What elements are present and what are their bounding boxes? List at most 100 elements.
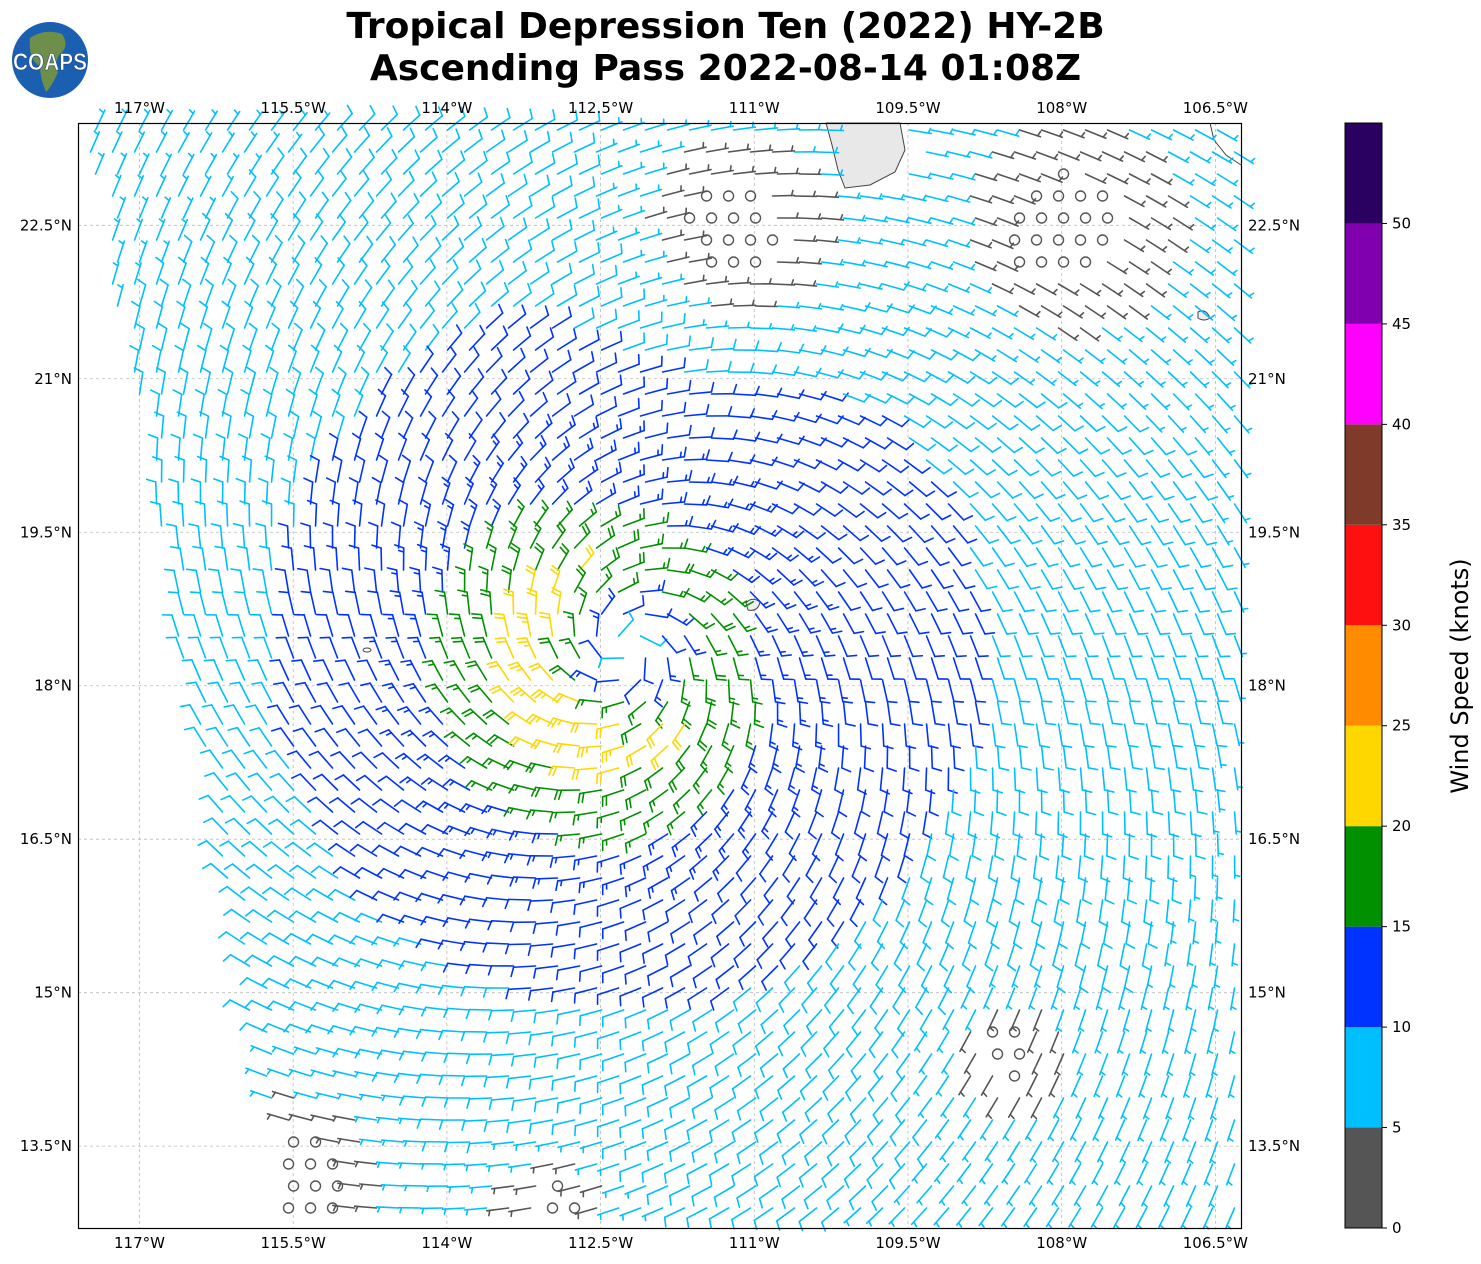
wind-barb xyxy=(1013,327,1036,341)
wind-barb xyxy=(327,1025,356,1035)
wind-barb xyxy=(261,932,290,945)
wind-barb xyxy=(908,525,934,543)
wind-barb xyxy=(1101,415,1128,433)
colorbar-tick-label: 50 xyxy=(1392,214,1411,232)
wind-barb xyxy=(1084,437,1111,455)
wind-barb xyxy=(622,508,645,527)
wind-barb xyxy=(749,278,774,285)
wind-barb xyxy=(155,174,167,197)
wind-barb xyxy=(974,217,998,227)
wind-barb xyxy=(930,613,952,635)
wind-barb xyxy=(203,659,224,681)
wind-barb xyxy=(1189,1009,1197,1033)
wind-barb xyxy=(558,637,581,659)
wind-barb xyxy=(354,820,383,835)
wind-barb xyxy=(644,294,668,307)
wind-barb xyxy=(1035,547,1059,568)
wind-barb xyxy=(828,855,840,884)
wind-barb xyxy=(947,371,976,384)
wind-barb xyxy=(601,1141,625,1160)
wind-barb xyxy=(443,731,471,747)
wind-barb xyxy=(930,305,954,316)
wind-barb xyxy=(952,745,965,772)
wind-barb xyxy=(622,249,646,263)
wind-barb xyxy=(1076,1053,1087,1076)
wind-barb xyxy=(1101,811,1113,838)
wind-barb xyxy=(1007,943,1017,972)
wind-barb xyxy=(783,1009,801,1035)
wind-barb xyxy=(424,149,443,175)
wind-barb xyxy=(331,1159,356,1167)
wind-barb xyxy=(596,767,620,785)
wind-barb xyxy=(600,547,621,571)
wind-barb xyxy=(305,888,334,901)
wind-barb xyxy=(1079,371,1101,387)
wind-barb xyxy=(1059,877,1070,905)
wind-barb xyxy=(1211,327,1232,344)
wind-barb xyxy=(1145,547,1168,568)
wind-barb xyxy=(872,1097,889,1124)
wind-barb xyxy=(463,1207,488,1216)
wind-barb xyxy=(481,804,510,815)
wind-barb xyxy=(393,1027,422,1038)
wind-barb xyxy=(375,257,391,285)
wind-barb xyxy=(930,569,954,590)
colorbar-tick-label: 40 xyxy=(1392,415,1411,433)
wind-barb xyxy=(1014,877,1025,906)
wind-barb xyxy=(1013,1048,1026,1060)
wind-barb xyxy=(160,196,172,219)
wind-barb xyxy=(595,439,617,461)
wind-barb xyxy=(529,305,550,329)
wind-barb xyxy=(1079,151,1103,162)
wind-barb xyxy=(947,415,976,430)
colorbar-bin xyxy=(1345,223,1382,324)
wind-barb xyxy=(793,325,818,332)
wind-barb xyxy=(393,891,422,901)
wind-barb xyxy=(903,591,926,612)
wind-barb xyxy=(908,217,932,225)
wind-barb xyxy=(820,214,845,221)
wind-barb xyxy=(837,789,848,818)
wind-barb xyxy=(740,767,752,796)
wind-barb xyxy=(526,587,538,615)
wind-barb xyxy=(419,214,437,241)
wind-barb xyxy=(1013,151,1037,160)
wind-barb xyxy=(204,196,217,219)
wind-barb xyxy=(160,152,173,175)
wind-barb xyxy=(815,459,844,471)
wind-barb xyxy=(1013,723,1028,749)
wind-barb xyxy=(916,1141,933,1168)
wind-barb xyxy=(1225,1207,1236,1230)
wind-barb xyxy=(419,389,433,417)
wind-barb xyxy=(326,1202,339,1214)
wind-barb xyxy=(1202,1207,1214,1230)
wind-barb xyxy=(446,411,460,439)
wind-barb xyxy=(925,591,948,612)
wind-barb xyxy=(759,855,774,883)
wind-barb xyxy=(1167,503,1191,523)
wind-barb xyxy=(1035,212,1048,224)
wind-barb xyxy=(463,389,479,417)
colorbar-tick-label: 15 xyxy=(1392,918,1411,936)
wind-barb xyxy=(810,767,821,796)
wind-barb xyxy=(952,481,979,498)
wind-barb xyxy=(314,366,324,395)
wind-barb xyxy=(248,191,262,219)
wind-barb xyxy=(131,300,141,329)
wind-barb xyxy=(349,1025,378,1036)
wind-barb xyxy=(815,635,836,657)
wind-barb xyxy=(925,679,942,703)
wind-barb xyxy=(1114,1119,1126,1142)
wind-barb xyxy=(404,613,422,637)
wind-barb xyxy=(573,219,596,241)
wind-barb xyxy=(1150,349,1172,366)
wind-barb xyxy=(1100,1009,1109,1032)
wind-barb xyxy=(271,1045,295,1055)
wind-barb xyxy=(820,169,845,176)
wind-barb xyxy=(1057,591,1079,613)
wind-barb xyxy=(319,567,334,593)
wind-barb xyxy=(336,366,347,395)
wind-barb xyxy=(730,701,741,729)
wind-barb xyxy=(710,298,735,307)
wind-barb xyxy=(595,182,618,197)
